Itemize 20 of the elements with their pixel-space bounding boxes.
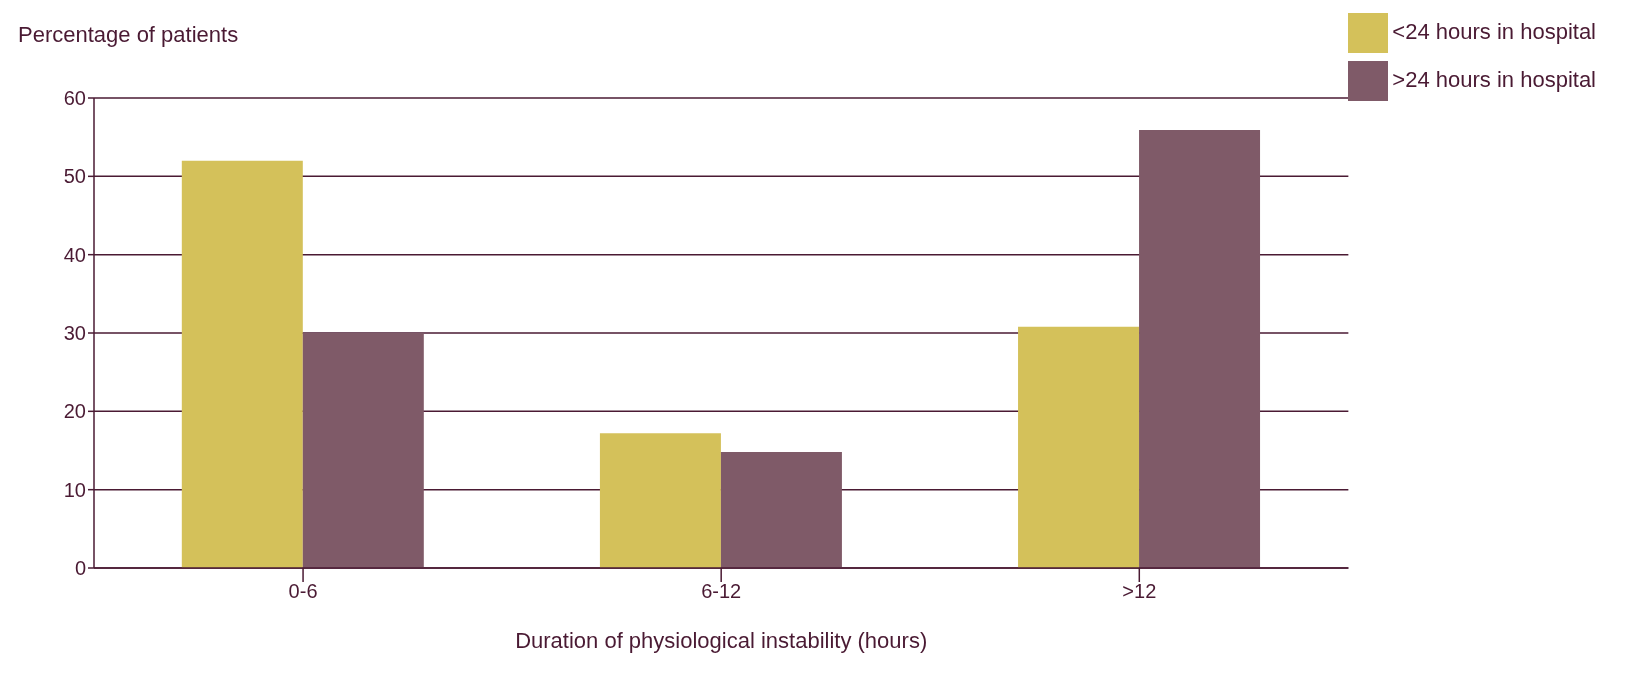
y-axis-title: Percentage of patients (18, 22, 239, 48)
y-tick-label: 20 (63, 400, 86, 423)
bar (599, 433, 721, 568)
y-tick-label: 50 (63, 165, 86, 188)
y-tick-label: 30 (63, 322, 86, 345)
x-tick-label: 0-6 (288, 580, 318, 603)
y-tick-label: 10 (63, 478, 86, 501)
y-tick-label: 0 (74, 557, 86, 580)
bar (1018, 326, 1140, 568)
bar (720, 452, 842, 568)
x-tick-label: 6-12 (701, 580, 742, 603)
legend-label: >24 hours in hospital (1392, 67, 1596, 92)
y-tick-label: 40 (63, 243, 86, 266)
x-axis-title: Duration of physiological instability (hours) (515, 628, 928, 653)
legend-label: <24 hours in hospital (1392, 19, 1596, 44)
bar (1139, 130, 1261, 568)
y-tick-label: 60 (63, 87, 86, 110)
bar (302, 333, 424, 568)
x-tick-label: >12 (1122, 580, 1157, 603)
bar (181, 160, 303, 568)
